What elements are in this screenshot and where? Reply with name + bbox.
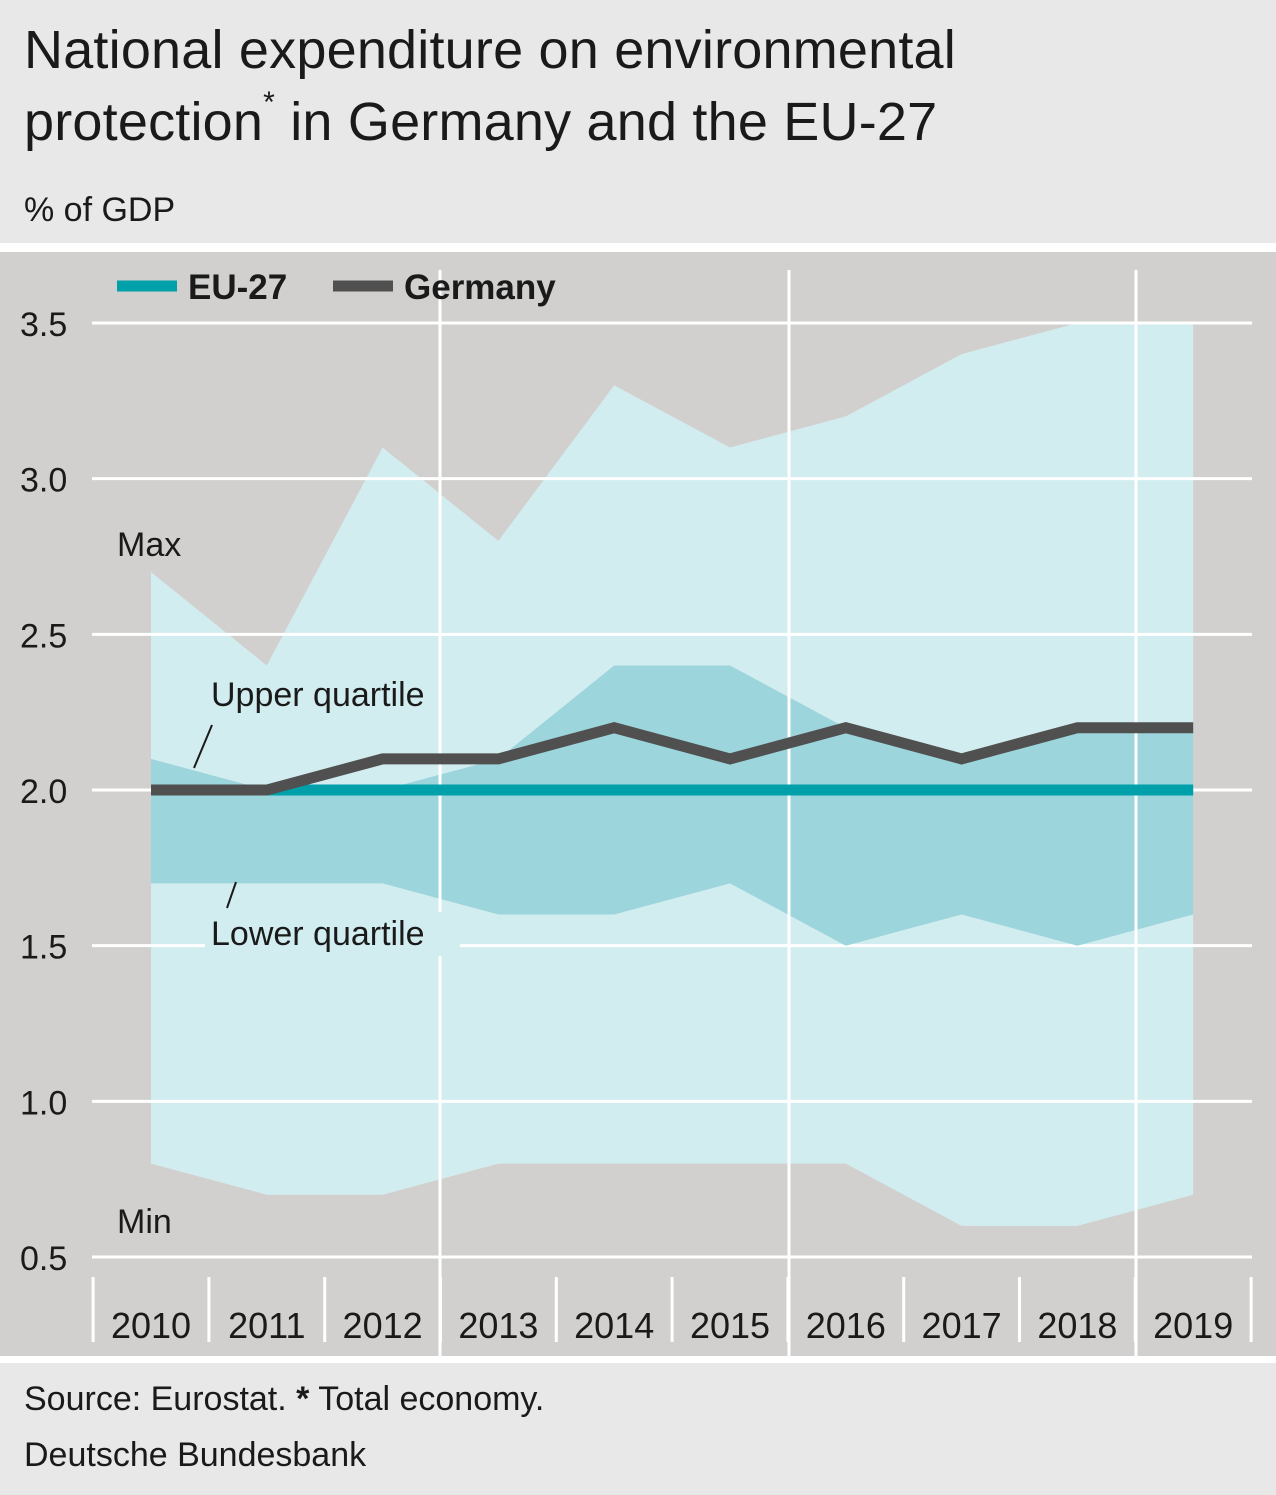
lower-quartile-annotation: Lower quartile [211,915,425,953]
y-tick-label: 3.0 [20,462,67,500]
y-tick-label: 1.5 [20,929,67,967]
y-tick-label: 1.0 [20,1084,67,1122]
x-tick-label: 2018 [1037,1305,1117,1346]
x-tick-label: 2017 [922,1305,1002,1346]
source-text: Source: Eurostat. [24,1380,297,1418]
germany-line [151,722,1194,796]
x-tick-label: 2019 [1153,1305,1233,1346]
max-annotation: Max [117,526,181,564]
source-note: Source: Eurostat. * Total economy. [24,1379,544,1419]
footnote-text: Total economy. [309,1380,545,1418]
chart-footer: Source: Eurostat. * Total economy. Deuts… [0,1363,1276,1495]
quartile-band [151,665,1194,946]
y-tick-label: 0.5 [20,1240,67,1278]
x-tick-label: 2015 [690,1305,770,1346]
unit-label: % of GDP [24,191,176,229]
title-line-2-start: protection [24,92,264,152]
x-tick-label: 2016 [806,1305,886,1346]
chart-header: National expenditure on environmental pr… [0,0,1276,245]
x-tick-label: 2012 [343,1305,423,1346]
y-tick-label: 2.0 [20,773,67,811]
x-tick-label: 2014 [574,1305,654,1346]
footer-divider [0,1356,1276,1363]
chart-title: National expenditure on environmental pr… [24,14,1254,158]
x-tick-label: 2010 [111,1305,191,1346]
y-tick-label: 3.5 [20,306,67,344]
x-tick-label: 2011 [228,1305,305,1346]
publisher: Deutsche Bundesbank [24,1436,367,1474]
title-line-2-end: in Germany and the EU-27 [275,92,938,152]
legend-eu27-label: EU-27 [188,268,287,307]
min-annotation: Min [117,1203,172,1241]
x-tick-label: 2013 [458,1305,538,1346]
footnote-star: * [296,1380,310,1418]
y-tick-label: 2.5 [20,617,67,655]
title-line-1: National expenditure on environmental [24,20,956,80]
upper-quartile-leader [193,724,213,769]
upper-quartile-annotation: Upper quartile [211,676,425,714]
legend-germany-label: Germany [404,268,556,307]
lower-quartile-label-bg [205,912,460,956]
header-divider [0,243,1276,252]
title-footnote-marker: * [263,86,276,119]
lower-quartile-leader [226,881,237,909]
